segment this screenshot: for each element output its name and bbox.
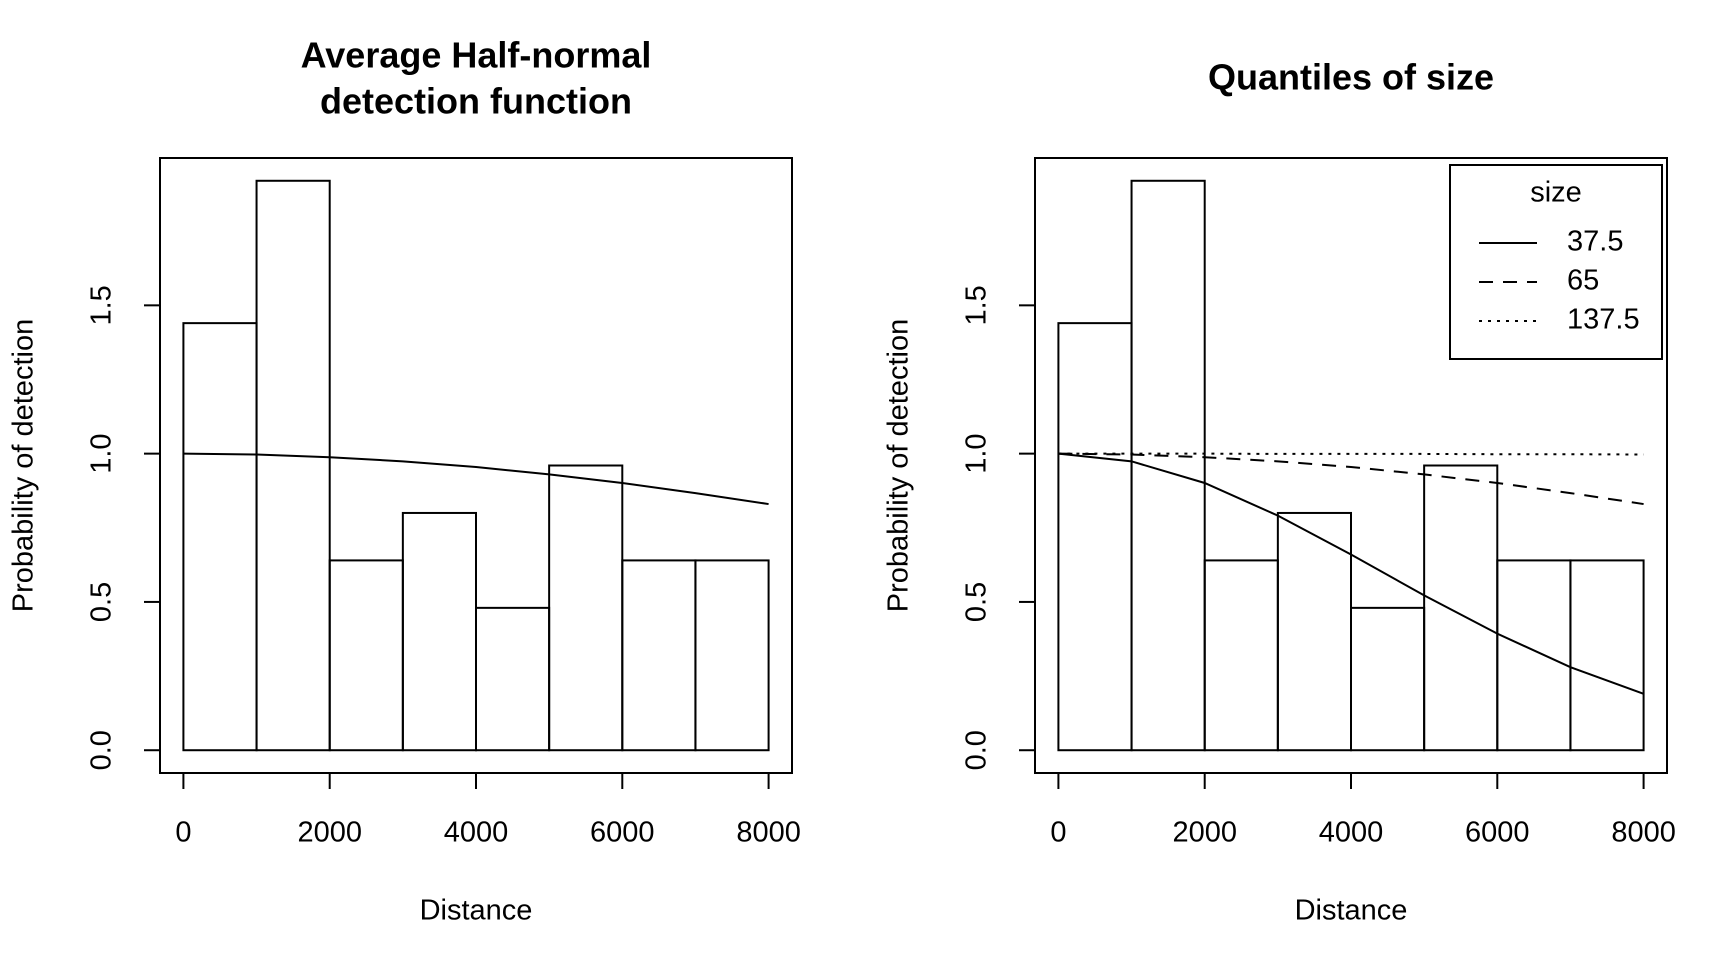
histogram-bar: [1203, 559, 1279, 752]
x-tick-label: 2000: [297, 817, 362, 849]
x-tick-label: 6000: [1465, 817, 1530, 849]
histogram-bar: [182, 322, 258, 752]
x-tick-label: 0: [175, 817, 191, 849]
histogram-bar: [1130, 179, 1206, 752]
x-tick-label: 8000: [736, 817, 801, 849]
histogram-bar: [694, 559, 770, 752]
x-tick-label: 4000: [1319, 817, 1384, 849]
x-tick-label: 4000: [444, 817, 509, 849]
histogram-bar: [1569, 559, 1645, 752]
y-axis-label: Probability of detection: [883, 319, 915, 612]
legend-box: [1449, 164, 1663, 360]
detection-curve: [1058, 452, 1644, 506]
detection-curve: [183, 452, 769, 506]
y-axis-label: Probability of detection: [8, 319, 40, 612]
histogram-bar: [548, 464, 624, 752]
legend-label: 37.5: [1567, 226, 1623, 258]
legend-title: size: [1530, 177, 1582, 209]
y-tick-label: 0.5: [961, 582, 993, 622]
y-tick-label: 1.0: [86, 433, 118, 473]
detection-curve: [1058, 452, 1644, 456]
x-tick-label: 6000: [590, 817, 655, 849]
x-tick-label: 0: [1050, 817, 1066, 849]
chart-title: detection function: [320, 81, 632, 122]
x-tick-label: 2000: [1172, 817, 1237, 849]
histogram-bar: [621, 559, 697, 752]
histogram-bar: [328, 559, 404, 752]
x-axis-label: Distance: [420, 895, 533, 927]
legend-label: 137.5: [1567, 304, 1640, 336]
histogram-bar: [1057, 322, 1133, 752]
detection-curve: [1058, 452, 1644, 695]
y-tick-label: 0.0: [961, 730, 993, 770]
y-tick-label: 1.0: [961, 433, 993, 473]
y-tick-label: 0.0: [86, 730, 118, 770]
histogram-bar: [401, 511, 477, 752]
x-axis-label: Distance: [1295, 895, 1408, 927]
y-tick-label: 1.5: [86, 285, 118, 325]
histogram-bar: [475, 606, 551, 752]
histogram-bar: [1496, 559, 1572, 752]
chart-title: Average Half-normal: [301, 35, 652, 76]
chart-title: Quantiles of size: [1208, 57, 1494, 98]
histogram-bar: [255, 179, 331, 752]
y-tick-label: 1.5: [961, 285, 993, 325]
y-tick-label: 0.5: [86, 582, 118, 622]
histogram-bar: [1423, 464, 1499, 752]
legend-label: 65: [1567, 265, 1599, 297]
x-tick-label: 8000: [1611, 817, 1676, 849]
histogram-bar: [1350, 606, 1426, 752]
